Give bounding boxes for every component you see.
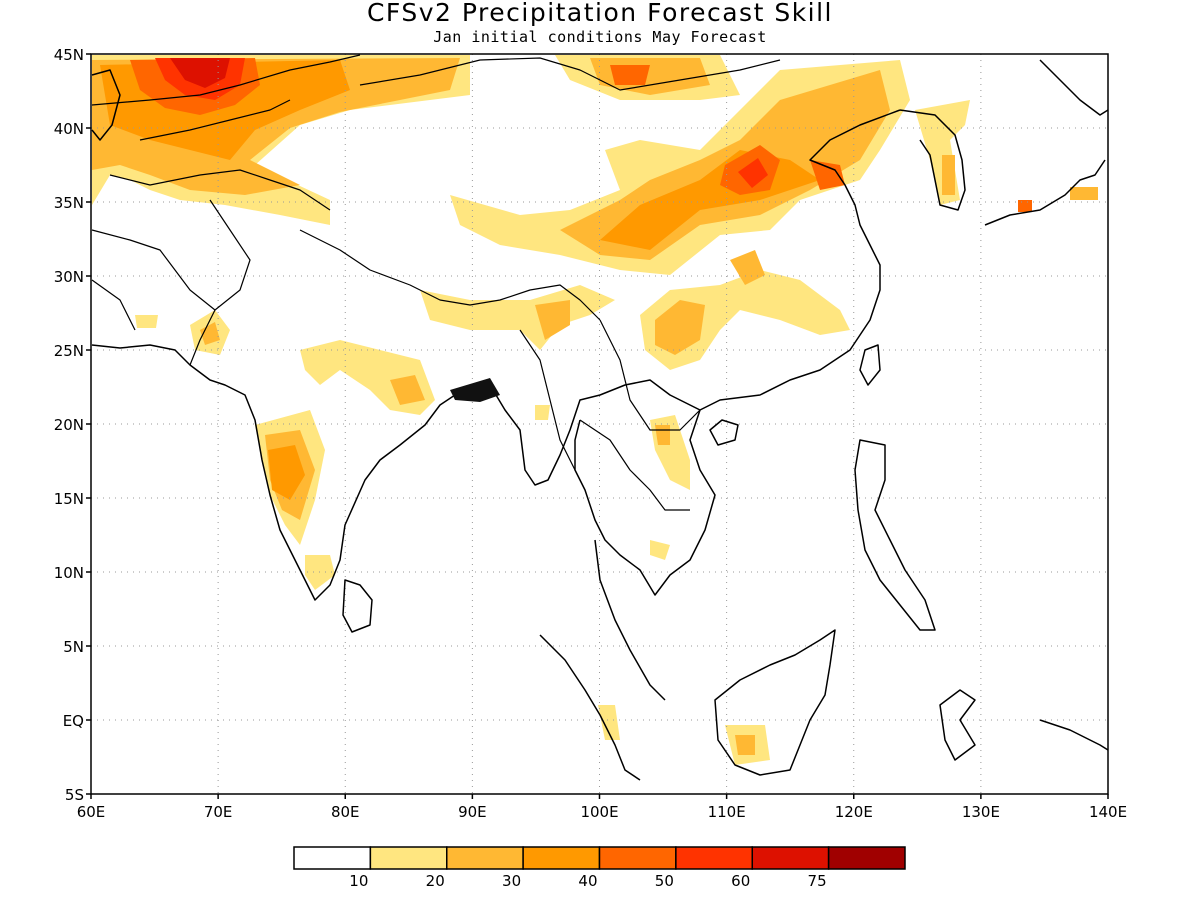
x-tick-label: 60E	[77, 803, 106, 821]
coastline-sumatra	[539, 634, 641, 781]
skill-area-northeast-l3	[610, 65, 650, 85]
colorbar-label: 60	[731, 872, 750, 890]
skill-area-northwest-india-l2	[200, 322, 220, 345]
coastlines	[91, 59, 1109, 781]
colorbar-label: 10	[349, 872, 368, 890]
skill-area-north-china-l4b	[810, 160, 845, 190]
colorbar-legend: 10 20 30 40 50 60 75	[293, 846, 906, 890]
border-myanmar	[519, 319, 701, 471]
skill-shading	[92, 55, 1098, 765]
x-tick-label: 120E	[835, 803, 873, 821]
skill-area-japan-l2	[1018, 200, 1032, 212]
border-mongolia-china	[359, 57, 781, 91]
x-tick-label: 90E	[458, 803, 487, 821]
skill-area-north-china-l5	[738, 158, 768, 188]
coastline-borneo	[714, 629, 836, 776]
skill-area-western-ghats-l3	[268, 445, 305, 500]
y-tick-label: 40N	[54, 120, 84, 138]
colorbar-swatch	[827, 846, 906, 870]
skill-area-borneo-l2	[735, 735, 755, 755]
coastline-bay-of-bengal	[489, 109, 901, 486]
y-tick-label: 45N	[54, 46, 84, 64]
coastline-hainan	[709, 419, 739, 446]
skill-area-small-1	[535, 405, 550, 420]
chart-subtitle: Jan initial conditions May Forecast	[433, 28, 767, 46]
colorbar-swatch	[293, 846, 372, 870]
skill-area-cambodia	[650, 540, 670, 560]
y-tick-label: 15N	[54, 490, 84, 508]
x-tick-label: 70E	[204, 803, 233, 821]
colorbar-swatch	[446, 846, 524, 870]
border-central-asia	[91, 54, 361, 211]
y-axis: 5S EQ 5N 10N 15N 20N 25N 30N 35N 40N 45N	[54, 46, 91, 804]
skill-area-korea-l1	[915, 100, 970, 205]
x-axis: 60E 70E 80E 90E 100E 110E 120E 130E 140E	[77, 794, 1127, 821]
colorbar-swatch	[598, 846, 677, 870]
colorbar-label: 75	[808, 872, 827, 890]
x-tick-label: 130E	[962, 803, 1000, 821]
y-tick-label: 5S	[65, 786, 84, 804]
x-tick-label: 110E	[708, 803, 746, 821]
skill-area-japan	[1070, 187, 1098, 200]
skill-area-south-china-l2b	[730, 250, 765, 285]
colorbar-swatch	[675, 846, 753, 870]
x-tick-label: 140E	[1089, 803, 1127, 821]
y-tick-label: 10N	[54, 564, 84, 582]
colorbar-swatch	[522, 846, 601, 870]
skill-area-korea-l2	[942, 155, 955, 195]
chart-title: CFSv2 Precipitation Forecast Skill	[366, 0, 834, 27]
x-tick-label: 100E	[580, 803, 618, 821]
coastline-new-guinea	[1039, 719, 1109, 751]
coastline-malay-peninsula	[594, 539, 666, 701]
border-pakistan-india	[189, 199, 251, 366]
coastline-sri-lanka	[342, 579, 373, 633]
skill-area-south-china-l1	[640, 270, 850, 370]
colorbar-swatch	[369, 846, 448, 870]
colorbar-label: 40	[578, 872, 597, 890]
border-thailand-laos	[579, 419, 690, 511]
colorbar-label: 30	[502, 872, 521, 890]
y-tick-label: 20N	[54, 416, 84, 434]
skill-area-central-india-l2	[390, 375, 425, 405]
skill-area-bengal-l2	[535, 300, 570, 340]
border-afghanistan	[91, 229, 216, 331]
skill-area-small-2	[135, 315, 158, 328]
x-tick-label: 80E	[331, 803, 360, 821]
skill-area-south-china-l2	[655, 300, 705, 355]
skill-area-sumatra	[598, 705, 620, 740]
colorbar-swatch	[751, 846, 830, 870]
skill-area-central-asia-l6	[170, 58, 230, 88]
coastline-philippines	[854, 439, 936, 631]
bangladesh-delta	[450, 378, 500, 402]
national-borders	[91, 54, 781, 511]
coastline-indochina	[574, 409, 716, 596]
coastline-japan	[984, 59, 1109, 226]
y-tick-label: 5N	[63, 638, 84, 656]
colorbar-label: 20	[426, 872, 445, 890]
coastline-caspian	[91, 69, 121, 141]
coastline-taiwan	[859, 344, 881, 386]
coastline-sulawesi	[939, 689, 976, 761]
coastline-korea	[899, 109, 966, 211]
y-tick-label: 30N	[54, 268, 84, 286]
y-tick-label: 25N	[54, 342, 84, 360]
y-tick-label: EQ	[63, 712, 84, 730]
colorbar-label: 50	[655, 872, 674, 890]
border-himalaya	[299, 229, 601, 321]
y-tick-label: 35N	[54, 194, 84, 212]
